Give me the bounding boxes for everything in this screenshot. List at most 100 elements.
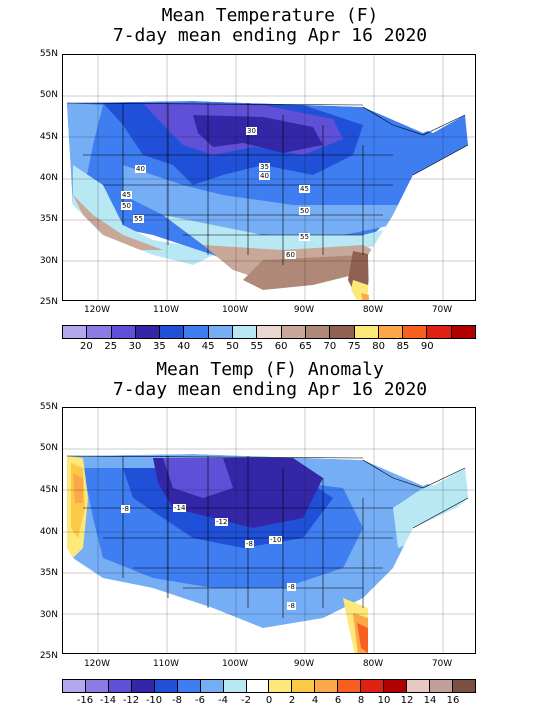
colorbar-swatch bbox=[281, 326, 306, 338]
colorbar-swatch bbox=[87, 326, 112, 338]
colorbar-tick-label: 6 bbox=[334, 695, 342, 706]
colorbar-swatch bbox=[111, 326, 136, 338]
colorbar-swatch bbox=[200, 680, 224, 692]
top-contour-label: 45 bbox=[299, 185, 310, 193]
top-contour-label: 40 bbox=[259, 172, 270, 180]
bottom-lat-label: 45N bbox=[39, 485, 58, 495]
bottom-contour-label: -8 bbox=[287, 602, 296, 610]
colorbar-tick-label: 14 bbox=[423, 695, 437, 706]
bottom-lon-label: 120W bbox=[83, 659, 111, 669]
bottom-lat-label: 50N bbox=[39, 443, 58, 453]
top-lat-label: 30N bbox=[39, 256, 58, 266]
colorbar-swatch bbox=[292, 680, 316, 692]
top-temperature-map: 30 35 40 40 45 50 55 45 50 55 60 bbox=[62, 54, 476, 301]
colorbar-tick-label: 16 bbox=[446, 695, 460, 706]
top-lon-label: 110W bbox=[152, 305, 180, 315]
colorbar-tick-label: 45 bbox=[201, 341, 215, 352]
colorbar-tick-label: 90 bbox=[420, 341, 434, 352]
top-contour-label: 40 bbox=[135, 165, 146, 173]
top-contour-label: 30 bbox=[246, 127, 257, 135]
colorbar-swatch bbox=[160, 326, 185, 338]
colorbar-swatch bbox=[452, 680, 475, 692]
bottom-lon-label: 90W bbox=[293, 659, 315, 669]
top-contour-label: 50 bbox=[299, 207, 310, 215]
bottom-contour-label: -12 bbox=[215, 518, 229, 526]
bottom-colorbar bbox=[62, 679, 476, 693]
top-lon-label: 70W bbox=[431, 305, 453, 315]
colorbar-swatch bbox=[315, 680, 339, 692]
colorbar-tick-label: 75 bbox=[347, 341, 361, 352]
colorbar-tick-label: 10 bbox=[377, 695, 391, 706]
colorbar-tick-label: 30 bbox=[128, 341, 142, 352]
bottom-lon-label: 110W bbox=[152, 659, 180, 669]
top-contour-label: 55 bbox=[299, 233, 310, 241]
top-colorbar bbox=[62, 325, 476, 339]
colorbar-swatch bbox=[257, 326, 282, 338]
bottom-lon-label: 80W bbox=[362, 659, 384, 669]
top-lon-label: 120W bbox=[83, 305, 111, 315]
bottom-map-title-line2: 7-day mean ending Apr 16 2020 bbox=[112, 379, 428, 400]
colorbar-tick-label: 25 bbox=[104, 341, 118, 352]
colorbar-tick-label: 65 bbox=[299, 341, 312, 352]
colorbar-swatch bbox=[384, 680, 408, 692]
colorbar-tick-label: 50 bbox=[226, 341, 239, 352]
colorbar-swatch bbox=[269, 680, 293, 692]
colorbar-tick-label: -12 bbox=[122, 695, 140, 706]
top-lat-label: 50N bbox=[39, 90, 58, 100]
colorbar-tick-label: 12 bbox=[400, 695, 414, 706]
colorbar-swatch bbox=[135, 326, 161, 338]
colorbar-tick-label: 70 bbox=[323, 341, 337, 352]
colorbar-swatch bbox=[403, 326, 428, 338]
colorbar-tick-label: -6 bbox=[195, 695, 205, 706]
colorbar-tick-label: -14 bbox=[99, 695, 117, 706]
top-lon-label: 90W bbox=[293, 305, 315, 315]
colorbar-swatch bbox=[108, 680, 132, 692]
top-map-title-line2: 7-day mean ending Apr 16 2020 bbox=[112, 25, 428, 46]
colorbar-swatch bbox=[407, 680, 430, 692]
top-map-title-line1: Mean Temperature (F) bbox=[161, 5, 379, 26]
bottom-contour-label: -14 bbox=[173, 504, 187, 512]
colorbar-swatch bbox=[451, 326, 476, 338]
colorbar-tick-label: 40 bbox=[177, 341, 191, 352]
colorbar-swatch bbox=[354, 326, 379, 338]
bottom-lat-label: 40N bbox=[39, 527, 58, 537]
colorbar-swatch bbox=[305, 326, 331, 338]
bottom-lon-label: 70W bbox=[431, 659, 453, 669]
bottom-contour-label: -8 bbox=[287, 583, 296, 591]
colorbar-swatch bbox=[246, 680, 270, 692]
top-contour-label: 35 bbox=[259, 163, 270, 171]
colorbar-swatch bbox=[430, 680, 453, 692]
colorbar-swatch bbox=[177, 680, 201, 692]
colorbar-swatch bbox=[131, 680, 155, 692]
colorbar-tick-label: 55 bbox=[250, 341, 264, 352]
colorbar-swatch bbox=[154, 680, 178, 692]
bottom-lat-label: 35N bbox=[39, 568, 58, 578]
top-lon-label: 100W bbox=[221, 305, 249, 315]
bottom-map-title-line1: Mean Temp (F) Anomaly bbox=[156, 359, 384, 380]
colorbar-tick-label: -2 bbox=[241, 695, 251, 706]
colorbar-swatch bbox=[233, 326, 258, 338]
colorbar-tick-label: -16 bbox=[76, 695, 94, 706]
colorbar-tick-label: 0 bbox=[265, 695, 273, 706]
colorbar-swatch bbox=[208, 326, 234, 338]
colorbar-tick-label: 85 bbox=[396, 341, 410, 352]
top-lat-label: 55N bbox=[39, 49, 58, 59]
top-lat-label: 35N bbox=[39, 214, 58, 224]
bottom-lat-label: 55N bbox=[39, 402, 58, 412]
colorbar-swatch bbox=[184, 326, 209, 338]
colorbar-swatch bbox=[427, 326, 452, 338]
top-lat-label: 45N bbox=[39, 132, 58, 142]
colorbar-swatch bbox=[85, 680, 109, 692]
colorbar-tick-label: 4 bbox=[311, 695, 319, 706]
colorbar-tick-label: 8 bbox=[357, 695, 365, 706]
top-lon-label: 80W bbox=[362, 305, 384, 315]
top-contour-label: 55 bbox=[133, 215, 144, 223]
top-contour-label: 45 bbox=[121, 191, 132, 199]
bottom-lon-label: 100W bbox=[221, 659, 249, 669]
colorbar-tick-label: 2 bbox=[288, 695, 296, 706]
bottom-lat-label: 25N bbox=[39, 651, 58, 661]
colorbar-tick-label: 35 bbox=[153, 341, 166, 352]
colorbar-swatch bbox=[338, 680, 362, 692]
bottom-contour-label: -8 bbox=[121, 505, 130, 513]
colorbar-swatch bbox=[223, 680, 247, 692]
